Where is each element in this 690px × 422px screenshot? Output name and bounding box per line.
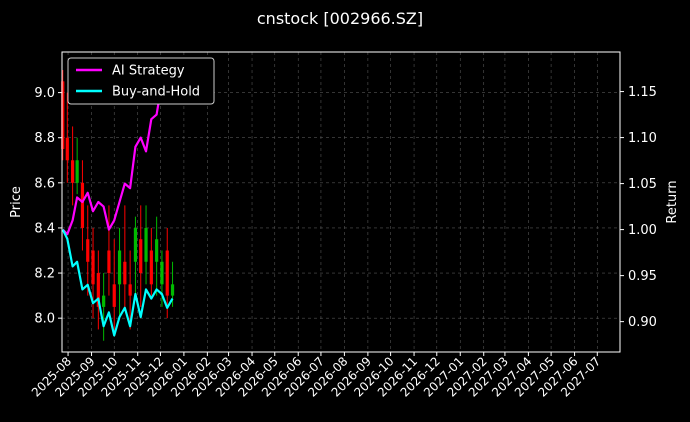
candle-body xyxy=(102,295,106,307)
buy-and-hold-line xyxy=(61,229,174,337)
candle-body xyxy=(149,250,153,285)
candle-body xyxy=(65,137,69,161)
y-left-tick-label: 8.0 xyxy=(34,312,55,327)
y-left-tick-label: 8.4 xyxy=(34,221,55,236)
candle-body xyxy=(123,261,127,285)
candle-body xyxy=(91,250,95,285)
legend-box xyxy=(67,57,215,105)
y-left-tick-label: 8.8 xyxy=(34,131,55,146)
series-lines xyxy=(61,72,174,337)
y-right-tick-label: 1.10 xyxy=(628,131,657,146)
ai-strategy-line xyxy=(62,72,174,236)
candle-body xyxy=(75,160,79,183)
chart-title: cnstock [002966.SZ] xyxy=(257,9,423,28)
y-left-tick-label: 8.2 xyxy=(34,267,55,282)
candle-body xyxy=(61,81,65,149)
candle-body xyxy=(86,239,90,262)
y-right-tick-label: 0.95 xyxy=(628,269,657,284)
legend-label-ai: AI Strategy xyxy=(112,64,185,79)
candle-body xyxy=(160,261,164,285)
candle-body xyxy=(139,239,143,274)
left-y-label: Price xyxy=(9,186,24,218)
y-right-tick-label: 1.15 xyxy=(628,85,657,100)
y-right-tick-label: 1.00 xyxy=(628,223,657,238)
right-y-label: Return xyxy=(665,180,680,223)
legend: AI Strategy Buy-and-Hold xyxy=(67,57,215,105)
candle-body xyxy=(155,239,159,262)
candle-body xyxy=(165,250,169,296)
left-y-axis: 8.0 8.2 8.4 8.6 8.8 9.0 xyxy=(34,86,62,327)
x-axis: 2025-082025-092025-102025-112025-122026-… xyxy=(29,352,603,400)
candle-body xyxy=(107,250,111,274)
y-right-tick-label: 0.90 xyxy=(628,315,657,330)
candle-body xyxy=(70,160,75,183)
plot-frame xyxy=(61,51,621,353)
candle-body xyxy=(170,284,175,296)
y-left-tick-label: 9.0 xyxy=(34,86,55,101)
candles xyxy=(61,70,175,341)
right-y-axis: 0.90 0.95 1.00 1.05 1.10 1.15 xyxy=(620,85,657,330)
candle-body xyxy=(96,273,100,307)
legend-label-bh: Buy-and-Hold xyxy=(112,85,200,100)
candle-body xyxy=(80,182,85,228)
candle-body xyxy=(144,227,148,262)
candle-body xyxy=(133,227,138,262)
y-left-tick-label: 8.6 xyxy=(34,176,55,191)
candle-body xyxy=(112,284,116,307)
grid xyxy=(62,52,620,352)
candle-body xyxy=(128,284,132,296)
y-right-tick-label: 1.05 xyxy=(628,177,657,192)
candle-body xyxy=(117,250,122,285)
